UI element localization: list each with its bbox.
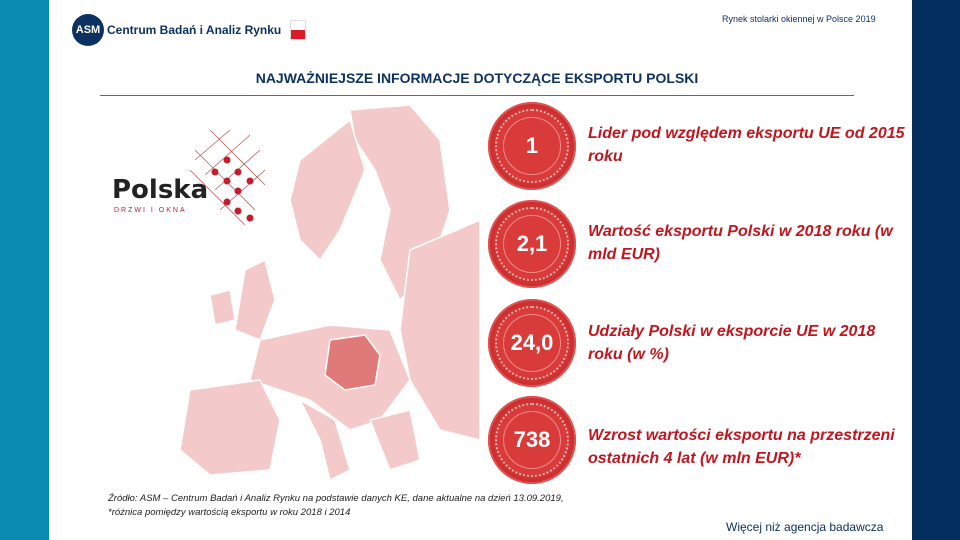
footnote-line: *różnica pomiędzy wartością eksportu w r… xyxy=(108,507,351,518)
title-divider xyxy=(100,95,854,96)
fact-text: Wzrost wartości eksportu na przestrzeni … xyxy=(588,427,895,467)
fact-text: Udziały Polski w eksporcie UE w 2018 rok… xyxy=(588,323,876,363)
report-title: Rynek stolarki okiennej w Polsce 2019 xyxy=(722,14,876,24)
polska-pattern-icon xyxy=(190,130,265,225)
right-side-bar xyxy=(912,0,960,540)
source-line: Źródło: ASM – Centrum Badań i Analiz Ryn… xyxy=(108,493,564,504)
asm-badge: ASM xyxy=(72,14,104,46)
left-side-bar xyxy=(0,0,49,540)
brand-subtitle: DRZWI I OKNA xyxy=(114,207,187,214)
tagline: Więcej niż agencja badawcza xyxy=(726,520,884,534)
fact-badge: 1 xyxy=(488,102,576,190)
europe-map xyxy=(179,104,480,482)
org-name: Centrum Badań i Analiz Rynku xyxy=(107,23,282,37)
page-title: NAJWAŻNIEJSZE INFORMACJE DOTYCZĄCE EKSPO… xyxy=(255,70,699,86)
fact-text: Wartość eksportu Polski w 2018 roku (w m… xyxy=(588,223,893,263)
polish-flag-icon xyxy=(290,20,307,40)
asm-logo: ASM Centrum Badań i Analiz Rynku xyxy=(72,14,307,46)
fact-badge: 2,1 xyxy=(488,200,576,288)
fact-text: Lider pod względem eksportu UE od 2015 r… xyxy=(588,125,905,165)
brand-name: Polska xyxy=(112,175,209,205)
source-note: Źródło: ASM – Centrum Badań i Analiz Ryn… xyxy=(108,492,564,520)
fact-badge: 738 xyxy=(488,396,576,484)
fact-badge: 24,0 xyxy=(488,299,576,387)
poland-highlight xyxy=(324,334,381,391)
